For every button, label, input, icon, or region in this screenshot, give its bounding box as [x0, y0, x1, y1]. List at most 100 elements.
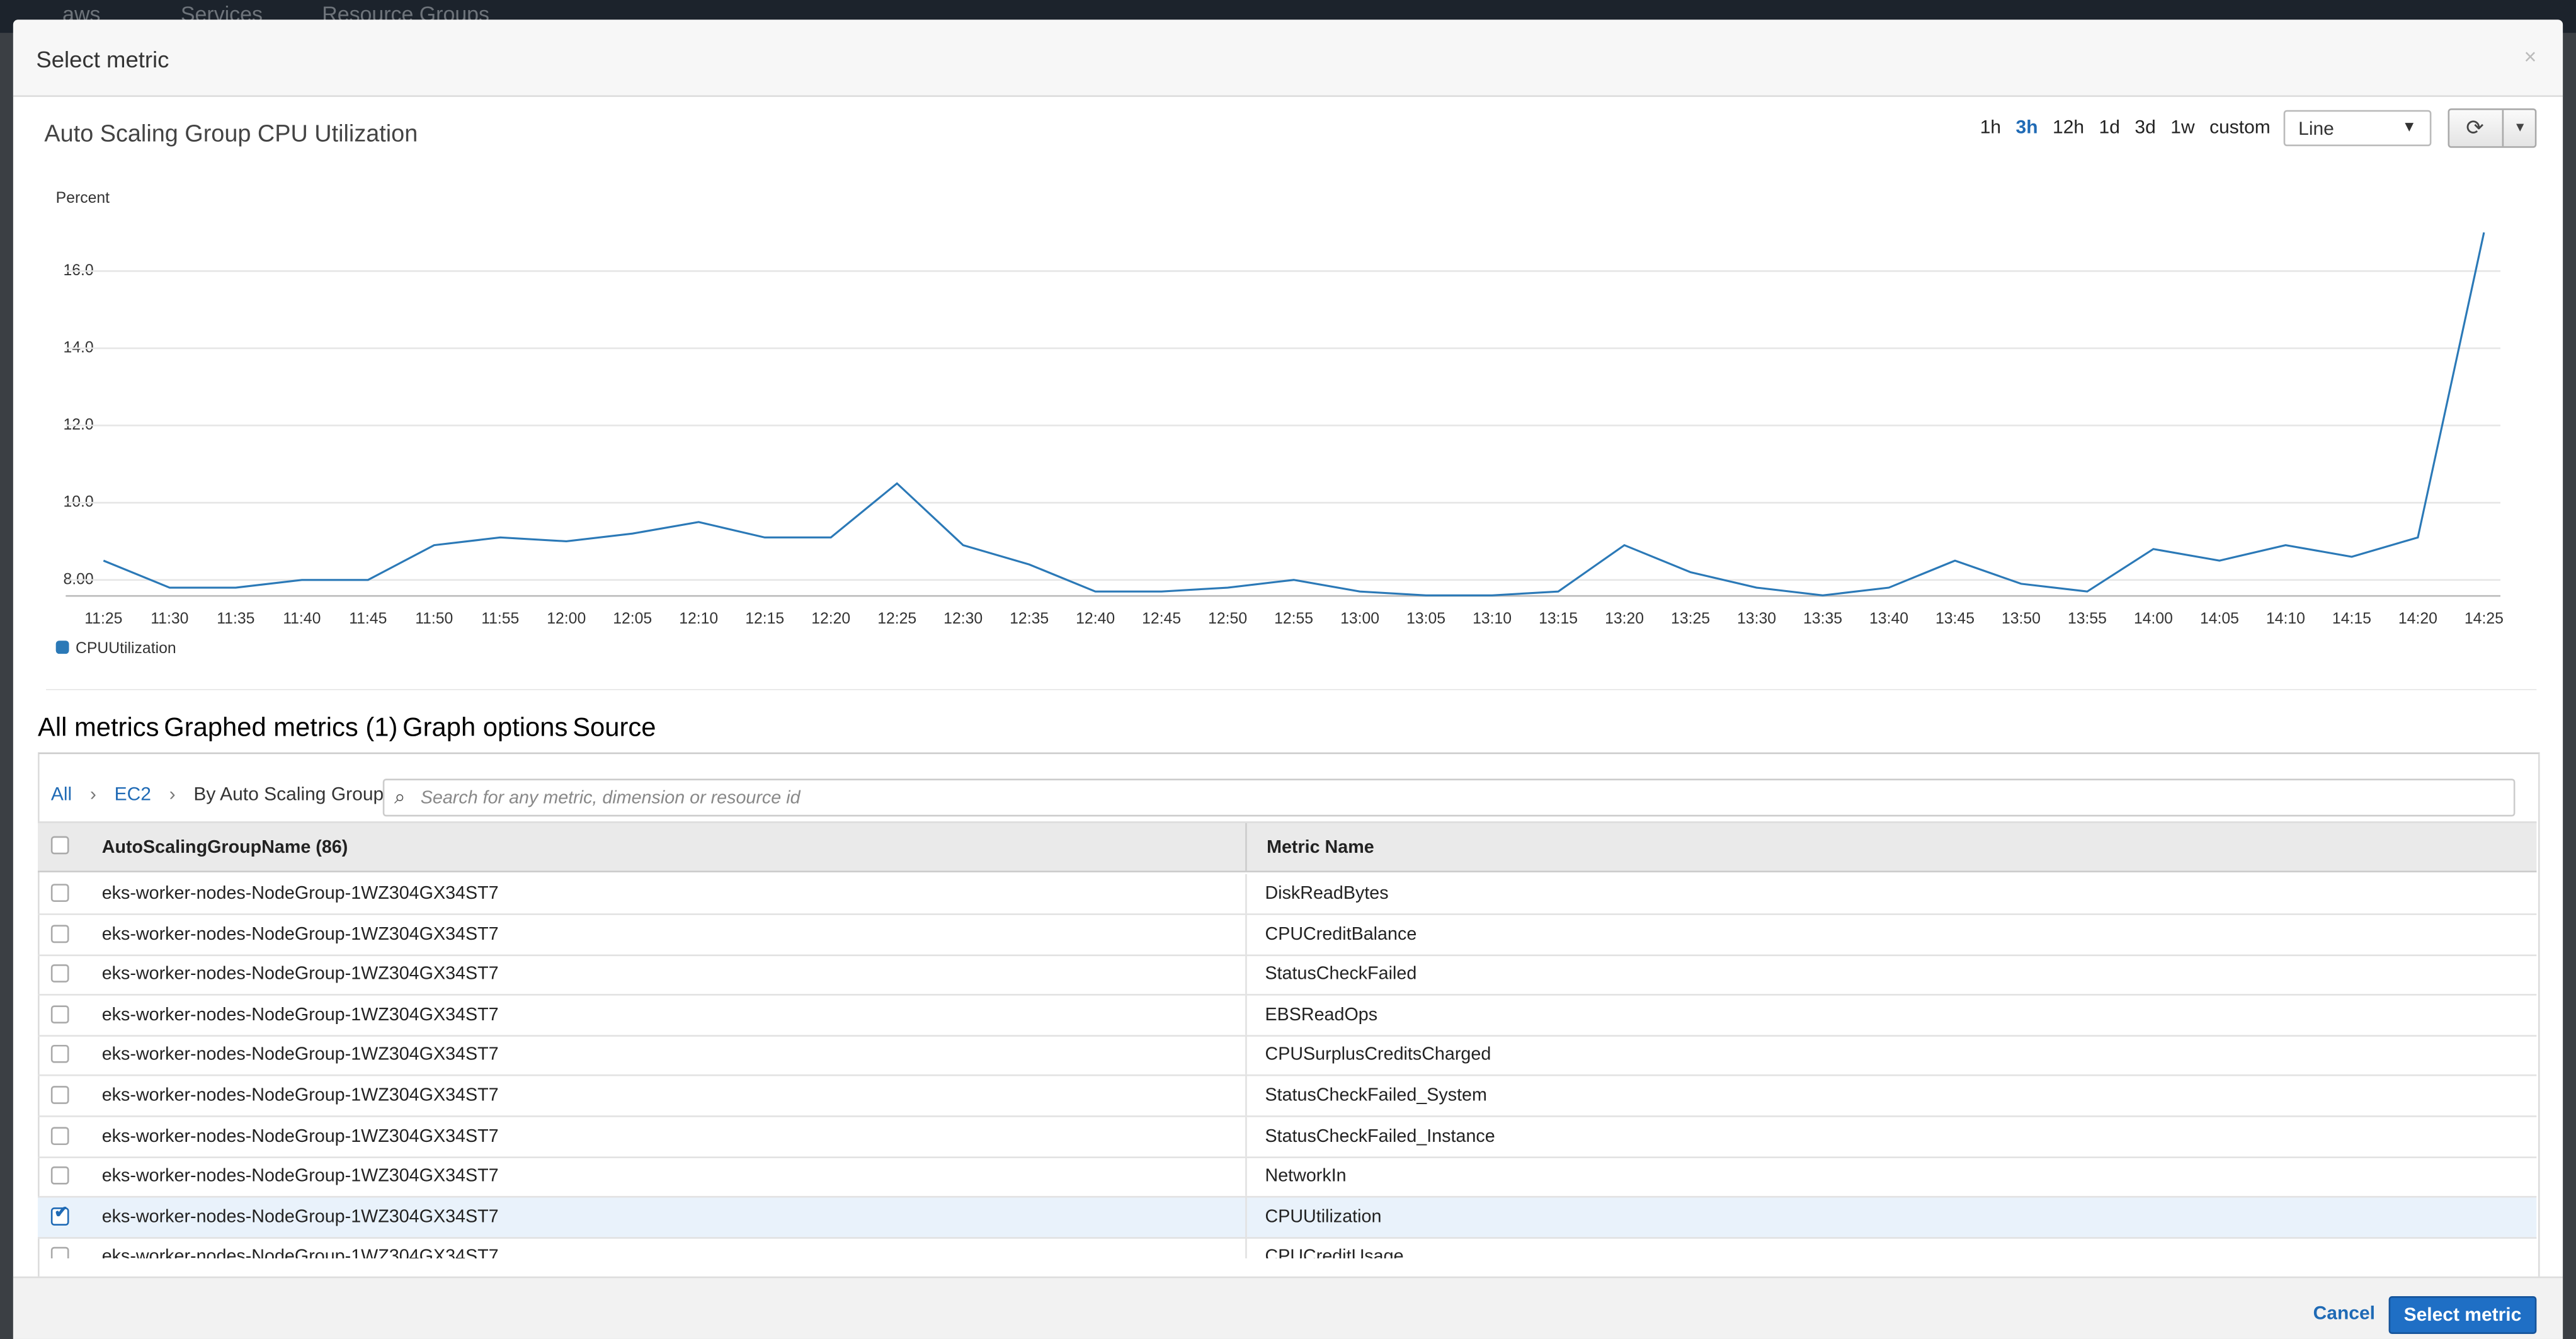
column-header[interactable]: Metric Name: [1267, 838, 1374, 858]
row-checkbox[interactable]: [50, 1045, 69, 1064]
table-row[interactable]: eks-worker-nodes-NodeGroup-1WZ304GX34ST7…: [37, 914, 2537, 956]
x-tick-label: 13:30: [1737, 610, 1776, 627]
row-checkbox[interactable]: ✔: [50, 1204, 69, 1226]
metric-name: CPUCreditBalance: [1265, 924, 1417, 944]
x-tick-label: 13:50: [2002, 610, 2041, 627]
metric-name: DiskReadBytes: [1265, 884, 1389, 904]
time-range[interactable]: 3h: [2015, 118, 2038, 139]
breadcrumb: All › EC2 › By Auto Scaling Group: [51, 785, 384, 805]
time-range[interactable]: custom: [2209, 118, 2271, 139]
table-header: AutoScalingGroupName (86) Metric Name: [37, 821, 2537, 873]
breadcrumb-item[interactable]: EC2: [114, 785, 151, 806]
x-tick-label: 11:35: [217, 610, 254, 627]
row-checkbox[interactable]: [50, 1166, 69, 1185]
column-divider: [1245, 1116, 1247, 1156]
legend-swatch: [55, 641, 69, 654]
tab[interactable]: All metrics: [37, 714, 159, 743]
refresh-icon: ⟳: [2466, 115, 2484, 140]
cancel-button[interactable]: Cancel: [2313, 1304, 2376, 1325]
modal-footer: Cancel Select metric: [13, 1276, 2563, 1339]
time-range[interactable]: 1w: [2170, 118, 2195, 139]
row-checkbox[interactable]: [50, 964, 69, 983]
graph-title[interactable]: Auto Scaling Group CPU Utilization: [44, 122, 418, 148]
x-tick-label: 11:25: [84, 610, 122, 627]
refresh-button[interactable]: ⟳ ▼: [2448, 108, 2537, 148]
select-all-checkbox[interactable]: [50, 836, 69, 855]
row-checkbox[interactable]: [50, 1126, 69, 1144]
table-row[interactable]: eks-worker-nodes-NodeGroup-1WZ304GX34ST7…: [37, 1035, 2537, 1077]
row-checkbox[interactable]: [50, 1247, 69, 1259]
row-checkbox[interactable]: [50, 884, 69, 903]
x-tick-label: 12:15: [745, 610, 784, 627]
tab[interactable]: Graph options: [402, 714, 568, 743]
time-range[interactable]: 1d: [2099, 118, 2120, 139]
search-input[interactable]: ⌕ Search for any metric, dimension or res…: [382, 778, 2516, 817]
check-mark: ✔: [54, 1204, 68, 1222]
x-tick-label: 13:20: [1605, 610, 1644, 627]
column-divider: [1245, 1238, 1247, 1259]
search-placeholder: Search for any metric, dimension or reso…: [420, 789, 801, 809]
group-name: eks-worker-nodes-NodeGroup-1WZ304GX34ST7: [101, 964, 499, 984]
x-tick-label: 12:35: [1010, 610, 1049, 627]
x-tick-label: 12:45: [1142, 610, 1181, 627]
tab[interactable]: Graphed metrics (1): [164, 714, 398, 743]
x-tick-label: 13:35: [1803, 610, 1842, 627]
divider: [2502, 110, 2504, 147]
table-row[interactable]: eks-worker-nodes-NodeGroup-1WZ304GX34ST7…: [37, 1156, 2537, 1199]
metric-name: NetworkIn: [1265, 1166, 1347, 1187]
column-header[interactable]: AutoScalingGroupName (86): [101, 838, 348, 858]
x-tick-label: 14:15: [2332, 610, 2371, 627]
modal-title: Select metric: [36, 46, 169, 72]
close-button[interactable]: ×: [2524, 44, 2537, 69]
column-divider: [1245, 1156, 1247, 1197]
metric-name: StatusCheckFailed_System: [1265, 1086, 1487, 1106]
select-metric-button[interactable]: Select metric: [2388, 1296, 2537, 1335]
x-tick-label: 11:40: [283, 610, 321, 627]
column-divider: [1245, 995, 1247, 1035]
column-divider: [1245, 874, 1247, 914]
modal: Select metric × Auto Scaling Group CPU U…: [13, 20, 2563, 1339]
x-tick-label: 12:05: [613, 610, 652, 627]
column-divider: [1245, 823, 1247, 871]
breadcrumb-item[interactable]: All: [50, 785, 72, 806]
x-tick-label: 13:10: [1473, 610, 1512, 627]
table-row[interactable]: eks-worker-nodes-NodeGroup-1WZ304GX34ST7…: [37, 954, 2537, 996]
metric-name: StatusCheckFailed_Instance: [1265, 1126, 1495, 1146]
x-tick-label: 14:05: [2200, 610, 2239, 627]
tab[interactable]: Source: [573, 714, 656, 743]
x-tick-label: 11:55: [481, 610, 519, 627]
view-value: Line: [2298, 120, 2334, 140]
breadcrumb-separator: ›: [89, 785, 96, 806]
x-tick-label: 11:30: [151, 610, 188, 627]
row-checkbox[interactable]: [50, 1005, 69, 1023]
table-row[interactable]: eks-worker-nodes-NodeGroup-1WZ304GX34ST7…: [37, 995, 2537, 1037]
x-tick-label: 12:55: [1274, 610, 1313, 627]
group-name: eks-worker-nodes-NodeGroup-1WZ304GX34ST7: [101, 1045, 499, 1066]
x-tick-label: 13:55: [2068, 610, 2107, 627]
row-checkbox[interactable]: [50, 1086, 69, 1104]
time-range[interactable]: 1h: [1980, 118, 2002, 139]
view-select[interactable]: Line ▼: [2283, 110, 2432, 147]
time-range[interactable]: 3d: [2134, 118, 2156, 139]
metric-name: EBSReadOps: [1265, 1005, 1378, 1025]
column-divider: [1245, 954, 1247, 994]
table-row[interactable]: eks-worker-nodes-NodeGroup-1WZ304GX34ST7…: [37, 874, 2537, 915]
table-row[interactable]: eks-worker-nodes-NodeGroup-1WZ304GX34ST7…: [37, 1076, 2537, 1117]
metric-name: CPUCreditUsage: [1265, 1247, 1404, 1259]
table-row[interactable]: ✔ eks-worker-nodes-NodeGroup-1WZ304GX34ST…: [37, 1197, 2537, 1239]
metric-name: CPUSurplusCreditsCharged: [1265, 1045, 1491, 1066]
x-tick-label: 12:10: [679, 610, 718, 627]
row-checkbox[interactable]: [50, 924, 69, 943]
column-divider: [1245, 1076, 1247, 1116]
breadcrumb-separator: ›: [169, 785, 176, 806]
table-row[interactable]: eks-worker-nodes-NodeGroup-1WZ304GX34ST7…: [37, 1116, 2537, 1158]
group-name: eks-worker-nodes-NodeGroup-1WZ304GX34ST7: [101, 1086, 499, 1106]
x-tick-label: 14:25: [2465, 610, 2504, 627]
table-row[interactable]: eks-worker-nodes-NodeGroup-1WZ304GX34ST7…: [38, 1238, 2536, 1259]
column-divider: [1245, 1197, 1247, 1237]
x-tick-label: 12:50: [1208, 610, 1247, 627]
y-axis-label: Percent: [56, 190, 110, 207]
time-range[interactable]: 12h: [2053, 118, 2085, 139]
dropdown-caret: ▼: [2402, 118, 2417, 135]
